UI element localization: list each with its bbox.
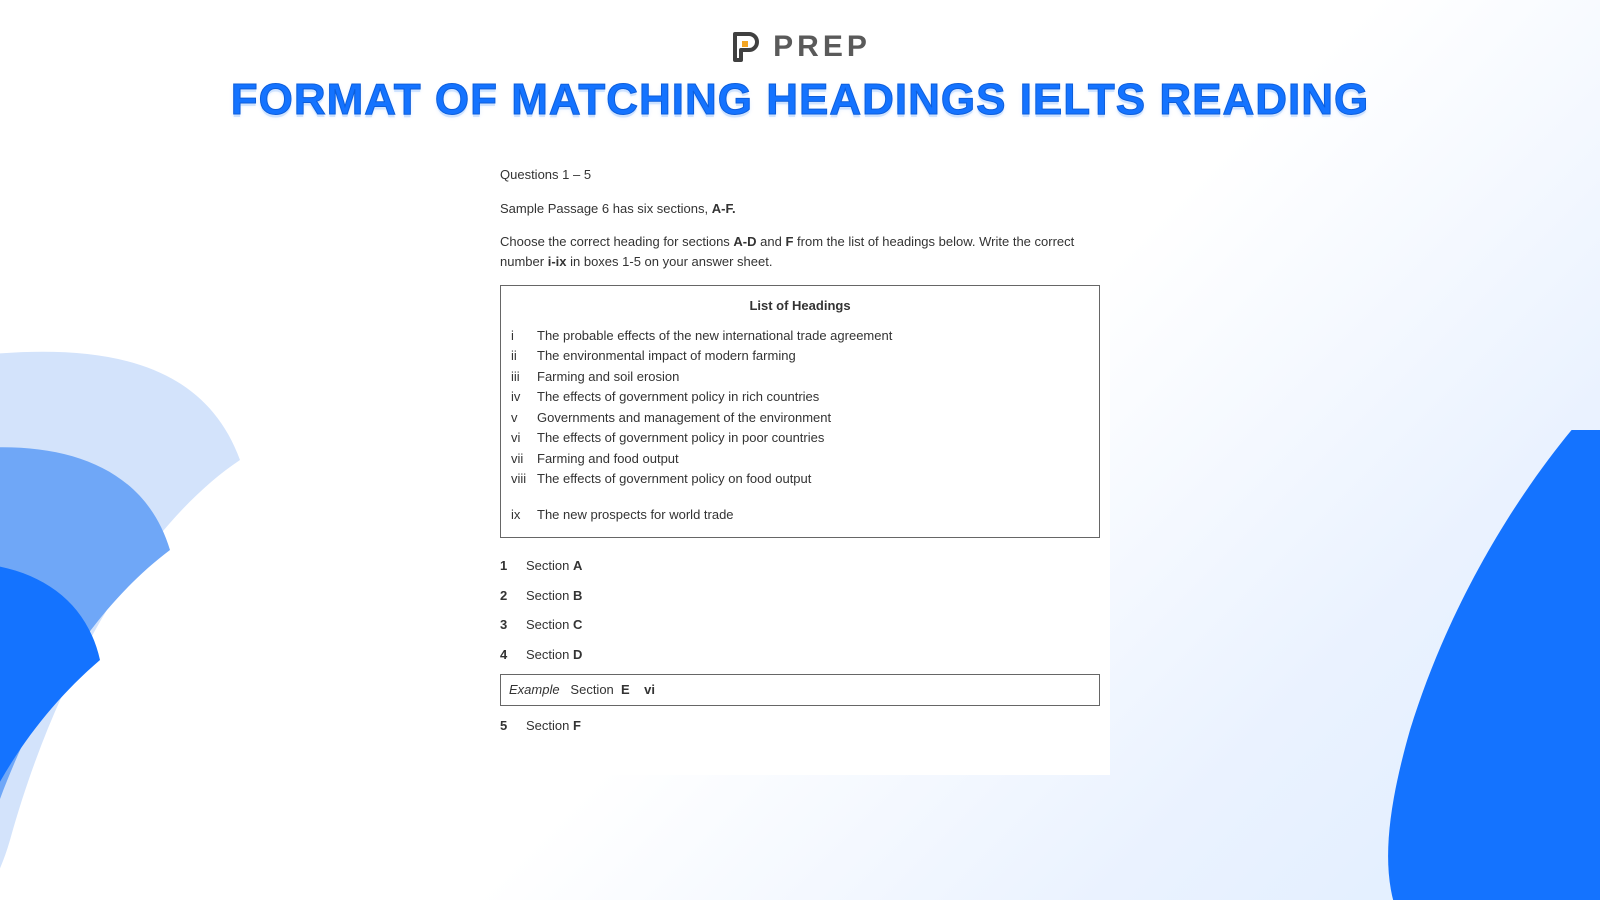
heading-item: iiThe environmental impact of modern far… xyxy=(511,346,1089,366)
headings-box-title: List of Headings xyxy=(511,296,1089,316)
document-card: Questions 1 – 5 Sample Passage 6 has six… xyxy=(490,147,1110,775)
logo-mark-icon xyxy=(729,30,763,64)
heading-item: viiFarming and food output xyxy=(511,449,1089,469)
heading-item: iiiFarming and soil erosion xyxy=(511,367,1089,387)
headings-box: List of Headings iThe probable effects o… xyxy=(500,285,1100,538)
section-row: 2Section B xyxy=(500,586,1100,606)
decorative-blob-left xyxy=(0,320,340,900)
headings-list: iThe probable effects of the new interna… xyxy=(511,326,1089,489)
heading-item: ix The new prospects for world trade xyxy=(511,505,1089,525)
section-row: 3Section C xyxy=(500,615,1100,635)
page-title: FORMAT OF MATCHING HEADINGS IELTS READIN… xyxy=(0,75,1600,125)
heading-item: ivThe effects of government policy in ri… xyxy=(511,387,1089,407)
heading-item: iThe probable effects of the new interna… xyxy=(511,326,1089,346)
sections-list: 1Section A 2Section B 3Section C 4Section D xyxy=(500,556,1100,664)
section-row: 5 Section F xyxy=(500,716,1100,736)
example-box: Example Section E vi xyxy=(500,674,1100,706)
logo-text: PREP xyxy=(773,30,871,64)
section-row: 1Section A xyxy=(500,556,1100,576)
question-range: Questions 1 – 5 xyxy=(500,165,1100,185)
instructions: Choose the correct heading for sections … xyxy=(500,232,1100,271)
brand-logo: PREP xyxy=(729,30,871,64)
heading-item: viiiThe effects of government policy on … xyxy=(511,469,1089,489)
heading-item: vGovernments and management of the envir… xyxy=(511,408,1089,428)
section-row: 4Section D xyxy=(500,645,1100,665)
decorative-blob-right xyxy=(1220,430,1600,900)
passage-intro: Sample Passage 6 has six sections, A-F. xyxy=(500,199,1100,219)
header: PREP FORMAT OF MATCHING HEADINGS IELTS R… xyxy=(0,0,1600,125)
heading-item: viThe effects of government policy in po… xyxy=(511,428,1089,448)
